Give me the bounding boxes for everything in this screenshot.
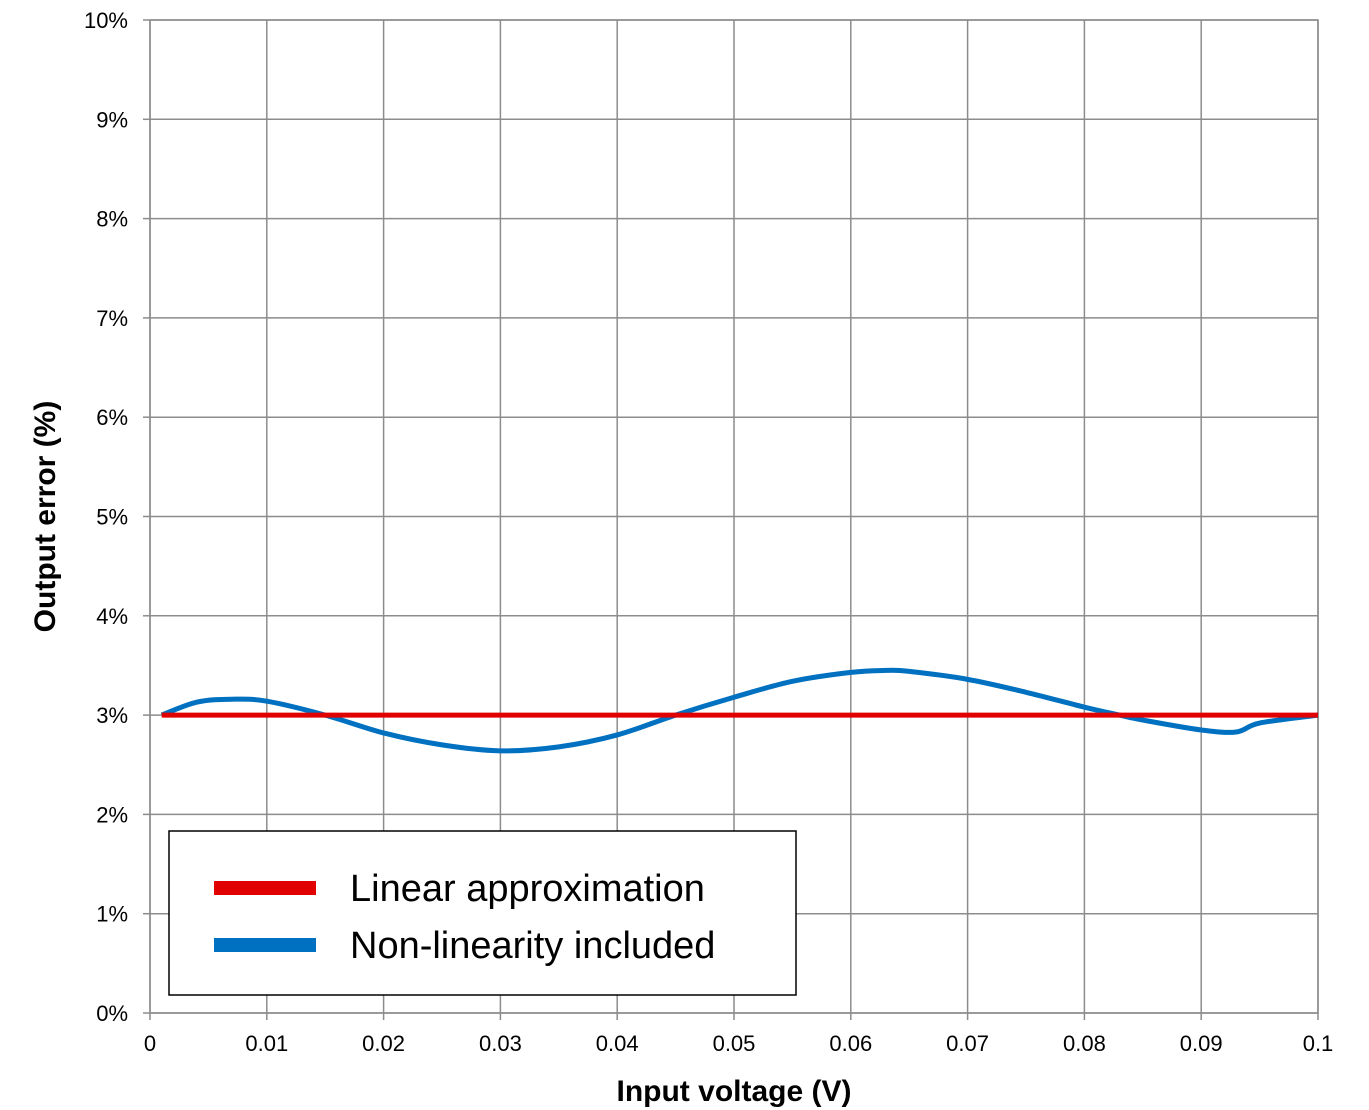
legend-label-linear: Linear approximation (350, 868, 705, 910)
x-tick-label: 0.03 (479, 1031, 522, 1056)
y-tick-label: 3% (96, 703, 128, 728)
y-axis-ticks: 0% 1% 2% 3% 4% 5% 6% 7% 8% 9% 10% (84, 8, 150, 1026)
y-axis-title: Output error (%) (29, 401, 62, 633)
y-tick-label: 6% (96, 405, 128, 430)
series-layer (162, 670, 1318, 751)
x-tick-label: 0.06 (829, 1031, 872, 1056)
y-tick-label: 4% (96, 604, 128, 629)
y-tick-label: 9% (96, 107, 128, 132)
x-tick-label: 0.02 (362, 1031, 405, 1056)
x-tick-label: 0.05 (713, 1031, 756, 1056)
legend: Linear approximation Non-linearity inclu… (169, 831, 796, 995)
y-tick-label: 7% (96, 306, 128, 331)
y-tick-label: 10% (84, 8, 128, 33)
series-line-non-linearity-included (162, 670, 1318, 751)
y-tick-label: 1% (96, 902, 128, 927)
legend-box (169, 831, 796, 995)
y-tick-label: 0% (96, 1001, 128, 1026)
x-tick-label: 0.09 (1180, 1031, 1223, 1056)
x-tick-label: 0.08 (1063, 1031, 1106, 1056)
x-axis-ticks: 0 0.01 0.02 0.03 0.04 0.05 0.06 0.07 0.08 0.09 0.1 (144, 1013, 1333, 1056)
x-tick-label: 0.01 (245, 1031, 288, 1056)
y-tick-label: 2% (96, 802, 128, 827)
legend-label-nonlinear: Non-linearity included (350, 925, 715, 967)
x-tick-label: 0.04 (596, 1031, 639, 1056)
y-tick-label: 5% (96, 505, 128, 530)
x-tick-label: 0.07 (946, 1031, 989, 1056)
y-tick-label: 8% (96, 207, 128, 232)
x-axis-title: Input voltage (V) (617, 1075, 852, 1108)
x-tick-label: 0.1 (1303, 1031, 1334, 1056)
x-tick-label: 0 (144, 1031, 156, 1056)
